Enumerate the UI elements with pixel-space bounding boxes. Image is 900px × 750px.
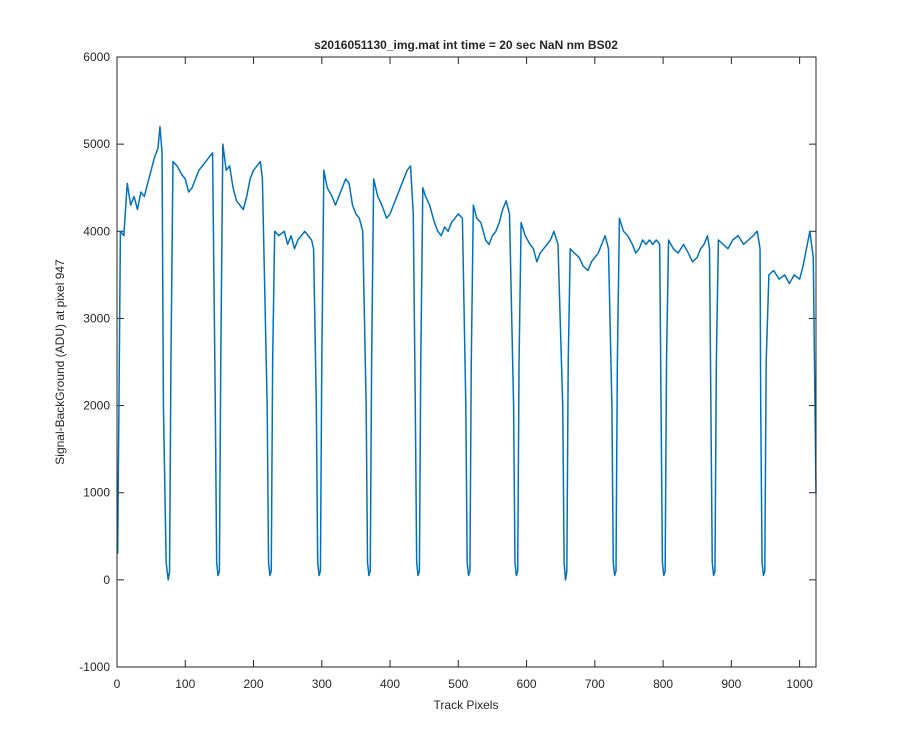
x-tick-label: 100	[175, 677, 195, 691]
x-tick-label: 200	[244, 677, 264, 691]
axes-box	[116, 56, 817, 668]
y-axis-label: Signal-BackGround (ADU) at pixel 947	[53, 259, 67, 465]
y-tick-label: 5000	[83, 137, 110, 151]
y-tick-label: 2000	[83, 399, 110, 413]
y-tick-label: 0	[103, 573, 110, 587]
y-tick-label: 3000	[83, 311, 110, 325]
y-tick-label: 1000	[83, 486, 110, 500]
x-tick-label: 800	[653, 677, 673, 691]
x-tick-label: 600	[517, 677, 537, 691]
x-tick-label: 400	[380, 677, 400, 691]
x-tick-label: 300	[312, 677, 332, 691]
chart-title: s2016051130_img.mat int time = 20 sec Na…	[314, 38, 618, 52]
x-tick-label: 1000	[786, 677, 813, 691]
y-tick-label: 4000	[83, 224, 110, 238]
data-line	[116, 125, 817, 581]
x-tick-label: 900	[721, 677, 741, 691]
x-tick-label: 500	[448, 677, 468, 691]
y-tick-label: 6000	[83, 50, 110, 64]
x-tick-label: 700	[585, 677, 605, 691]
x-tick-label: 0	[114, 677, 121, 691]
y-tick-label: -1000	[79, 660, 110, 674]
x-axis-label: Track Pixels	[434, 698, 499, 712]
